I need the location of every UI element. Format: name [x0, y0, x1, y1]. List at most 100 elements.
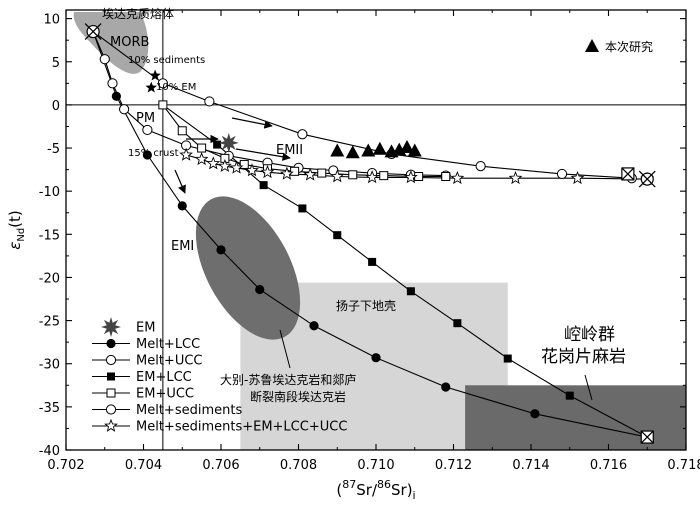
series-5-point: [570, 170, 585, 185]
series-1-point: [119, 104, 130, 115]
series-2-point: [406, 287, 415, 296]
series-2-point: [333, 231, 342, 240]
series-2-point: [453, 319, 462, 328]
legend: 本次研究EMMelt+LCCMelt+UCCEM+LCCEM+UCCMelt+s…: [92, 39, 653, 435]
series-1-point: [107, 78, 118, 89]
series-2-point: [368, 257, 377, 266]
x-tick-label: 0.708: [280, 458, 317, 473]
x-tick-label: 0.718: [667, 458, 700, 473]
series-0-point: [309, 321, 319, 331]
series-0-point: [111, 91, 121, 101]
series-4-point: [297, 129, 308, 140]
series-5-point: [260, 164, 275, 179]
x-axis-title: (87Sr/86Sr)i: [336, 478, 415, 502]
legend-this-study-marker: [585, 39, 599, 52]
y-tick-label: -5: [47, 142, 60, 157]
series-4-line: [92, 31, 632, 179]
x-tick-label: 0.704: [125, 458, 162, 473]
label-dabie-line1: 大别-苏鲁埃达克岩和郯庐: [220, 372, 356, 387]
series-3-point: [348, 170, 358, 180]
series-4-point: [556, 168, 568, 180]
legend-label: Melt+sediments+EM+LCC+UCC: [136, 420, 347, 435]
legend-marker: [101, 317, 121, 337]
special-point-5: [149, 69, 161, 81]
series-0-point: [142, 150, 152, 160]
legend-marker: [105, 404, 117, 415]
series-4-point: [204, 96, 215, 107]
y-tick-label: -20: [39, 271, 60, 286]
special-point-1: [638, 170, 656, 188]
series-marks: [84, 23, 656, 444]
legend-marker: [104, 418, 118, 432]
pointer-dabie: [279, 329, 291, 369]
series-0-point: [216, 245, 226, 255]
x-tick-label: 0.714: [512, 458, 549, 473]
series-3-point: [158, 100, 168, 110]
series-1-point: [142, 124, 153, 136]
field-dabie-sulu-adakite: [195, 196, 301, 340]
series-4-point: [157, 78, 168, 89]
y-tick-label: -35: [39, 401, 60, 416]
legend-label: Melt+UCC: [136, 354, 203, 369]
label-15-crust: 15% crust: [128, 148, 179, 159]
series-5-point: [404, 170, 418, 184]
label-kongling-line2: 花岗片麻岩: [541, 347, 626, 367]
y-tick-label: -10: [39, 185, 60, 200]
series-6-point: [407, 143, 422, 157]
series-3-point: [317, 168, 327, 178]
series-2-point: [259, 181, 268, 190]
legend-marker: [105, 354, 117, 366]
series-5-point: [330, 169, 345, 183]
arrow-emi: [174, 169, 186, 194]
series-5-point: [218, 158, 232, 172]
label-kongling-line1: 崆岭群: [564, 325, 615, 345]
y-tick-label: -40: [39, 444, 60, 459]
series-6-point: [372, 141, 387, 155]
series-6-point: [330, 143, 345, 157]
x-tick-label: 0.702: [47, 458, 84, 473]
series-1-point: [99, 54, 110, 65]
series-3-point: [177, 126, 187, 136]
x-tick-label: 0.706: [202, 458, 239, 473]
series-5-point: [229, 160, 244, 174]
legend-label: EM: [136, 321, 155, 336]
series-0-point: [530, 409, 540, 419]
series-2-point: [565, 391, 574, 400]
legend-label: EM+LCC: [136, 370, 192, 385]
arrow-emii-1: [231, 117, 273, 129]
series-3-point: [290, 166, 300, 176]
special-point-6: [145, 81, 157, 93]
series-0-point: [177, 201, 187, 211]
y-tick-label: 0: [52, 99, 60, 114]
label-adakitic-melt: 埃达克质熔体: [102, 6, 174, 21]
label-yangtze-lower-crust: 扬子下地壳: [336, 298, 396, 313]
series-6-point: [361, 143, 376, 157]
y-tick-label: 5: [52, 56, 60, 71]
legend-label: EM+UCC: [136, 387, 194, 402]
label-dabie-line2: 断裂南段埃达克岩: [250, 389, 346, 404]
legend-label: Melt+sediments: [136, 403, 242, 418]
special-point-3: [640, 430, 654, 444]
x-tick-label: 0.710: [357, 458, 394, 473]
series-3-point: [379, 171, 389, 181]
label-emii: EMII: [276, 143, 303, 158]
arrow-emii-2: [235, 148, 291, 161]
series-5-point: [303, 167, 317, 181]
series-2-point: [213, 140, 222, 149]
series-5-point: [179, 147, 193, 161]
axes: 0.702 0.704 0.706 0.708 0.710 0.712 0.714 0.716…: [6, 9, 700, 502]
series-3-point: [197, 143, 207, 153]
series-3-line: [162, 104, 446, 178]
series-5-point: [206, 156, 221, 170]
special-point-2: [621, 167, 635, 181]
special-point-0: [218, 132, 239, 153]
x-tick-label: 0.716: [590, 458, 627, 473]
y-tick-label: -30: [39, 358, 60, 373]
x-tick-label: 0.712: [435, 458, 472, 473]
series-5-point: [245, 163, 259, 177]
legend-label: Melt+LCC: [136, 337, 200, 352]
label-pm: PM: [136, 111, 155, 126]
special-point-4: [84, 23, 102, 40]
series-0-point: [371, 353, 381, 363]
